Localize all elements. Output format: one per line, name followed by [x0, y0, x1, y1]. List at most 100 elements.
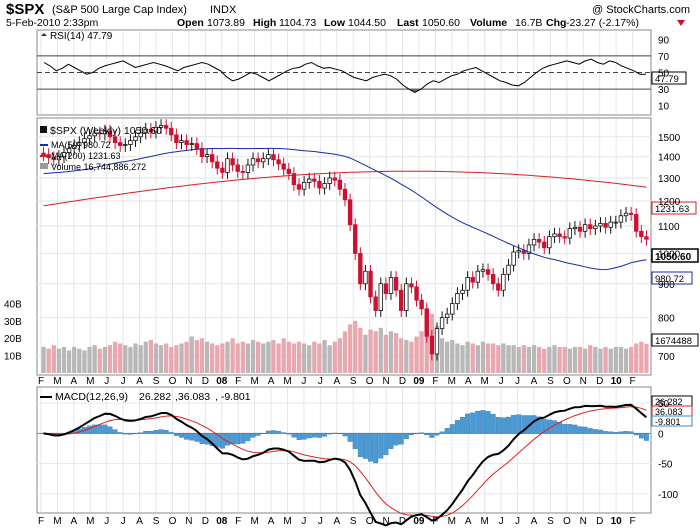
macd-histogram-bar [618, 431, 624, 434]
macd-histogram-bar [587, 428, 593, 434]
macd-histogram-bar [424, 433, 430, 436]
macd-histogram-bar [383, 433, 389, 456]
candle-body [92, 132, 97, 137]
candle-body [516, 250, 521, 253]
candle-body [480, 269, 486, 272]
macd-histogram-bar [439, 431, 445, 434]
volume-bar [184, 341, 189, 373]
macd-histogram-bar [265, 430, 271, 434]
macd-histogram-bar [480, 410, 486, 434]
x-tick-label: F [38, 376, 44, 387]
volume-bar [327, 345, 332, 373]
macd-histogram-bar [449, 424, 455, 434]
x-tick-label: A [531, 516, 538, 527]
x-tick-label: F [235, 376, 241, 387]
candle-body [506, 264, 511, 275]
candle-body [327, 177, 332, 184]
x-tick-label: O [169, 516, 177, 527]
macd-histogram-bar [419, 432, 425, 434]
macd-histogram-bar [531, 415, 537, 434]
low-label: Low [324, 17, 346, 29]
x-tick-label: D [596, 376, 603, 387]
x-tick-label: S [153, 376, 160, 387]
macd-histogram-bar [322, 433, 328, 437]
rsi-legend: RSI(14) 47.79 [50, 31, 113, 42]
price-tick-label: 700 [658, 352, 675, 363]
x-tick-label: O [169, 376, 177, 387]
svg-text:36.083: 36.083 [655, 407, 683, 417]
x-tick-label: S [153, 516, 160, 527]
volume-bar [644, 343, 649, 373]
candle-body [174, 134, 179, 143]
volume-bar [353, 320, 358, 373]
x-tick-label: 08 [216, 516, 228, 527]
macd-histogram-bar [255, 433, 261, 436]
price-tick-label: 800 [658, 314, 675, 325]
macd-histogram-bar [240, 433, 246, 444]
macd-legend-label: MACD(12,26,9) [55, 391, 128, 403]
candle-body [450, 303, 455, 315]
macd-histogram-bar [511, 415, 517, 434]
svg-text:980.72: 980.72 [655, 274, 684, 285]
candle-body [281, 163, 286, 170]
volume-bar [87, 346, 92, 373]
x-tick-label: J [104, 376, 109, 387]
candle-body [526, 244, 532, 254]
volume-bar [485, 343, 491, 373]
volume-bar [164, 343, 169, 373]
x-tick-label: A [136, 516, 143, 527]
svg-text:-9.801: -9.801 [655, 417, 681, 427]
candle-body [225, 158, 230, 173]
x-tick-label: O [366, 376, 374, 387]
candle-body [577, 226, 583, 232]
macd-histogram-bar [357, 433, 363, 458]
macd-histogram-bar [301, 433, 307, 440]
volume-bar [577, 346, 583, 373]
macd-histogram-bar [485, 411, 491, 434]
macd-histogram-bar [546, 419, 552, 434]
macd-histogram-bar [342, 433, 348, 437]
candle-body [378, 283, 383, 311]
macd-histogram-bar [572, 424, 578, 434]
candle-body [66, 148, 72, 153]
candle-body [634, 214, 639, 232]
candle-body [77, 142, 82, 146]
x-tick-label: 10 [611, 516, 623, 527]
x-tick-label: F [38, 516, 44, 527]
volume-bar [572, 346, 578, 373]
macd-histogram-bar [219, 433, 225, 449]
candle-body [163, 125, 169, 129]
volume-bar [593, 346, 598, 373]
candle-body [363, 270, 368, 285]
x-tick-label: J [318, 376, 323, 387]
rsi-oversold-fill [408, 89, 421, 93]
volume-tick-label: 40B [4, 299, 22, 310]
x-tick-label: D [399, 516, 406, 527]
volume-legend: Volume 16,744,886,272 [51, 162, 146, 172]
x-tick-label: A [268, 376, 275, 387]
candle-body [490, 273, 496, 285]
candle-body [128, 140, 133, 145]
svg-text:1231.63: 1231.63 [655, 204, 689, 215]
volume-bar [496, 345, 501, 373]
volume-bar [97, 348, 102, 373]
macd-histogram-bar [582, 426, 588, 434]
volume-bar [312, 341, 317, 373]
macd-histogram-bar [117, 432, 123, 434]
candle-body [501, 273, 506, 291]
volume-bar [291, 343, 297, 373]
macd-histogram-bar [133, 433, 138, 435]
x-tick-label: 09 [413, 376, 425, 387]
macd-histogram-bar [225, 433, 230, 446]
price-tick-label: 1400 [658, 153, 681, 164]
candle-body [358, 253, 363, 285]
candle-body [337, 179, 343, 190]
candle-body [628, 212, 634, 215]
candle-body [496, 283, 501, 291]
volume-bar [41, 346, 46, 373]
macd-histogram-bar [347, 433, 353, 442]
macd-histogram-bar [230, 433, 236, 445]
collapse-icon[interactable] [41, 33, 47, 36]
macd-tick-label: 50 [658, 399, 670, 410]
candle-body [276, 159, 281, 165]
